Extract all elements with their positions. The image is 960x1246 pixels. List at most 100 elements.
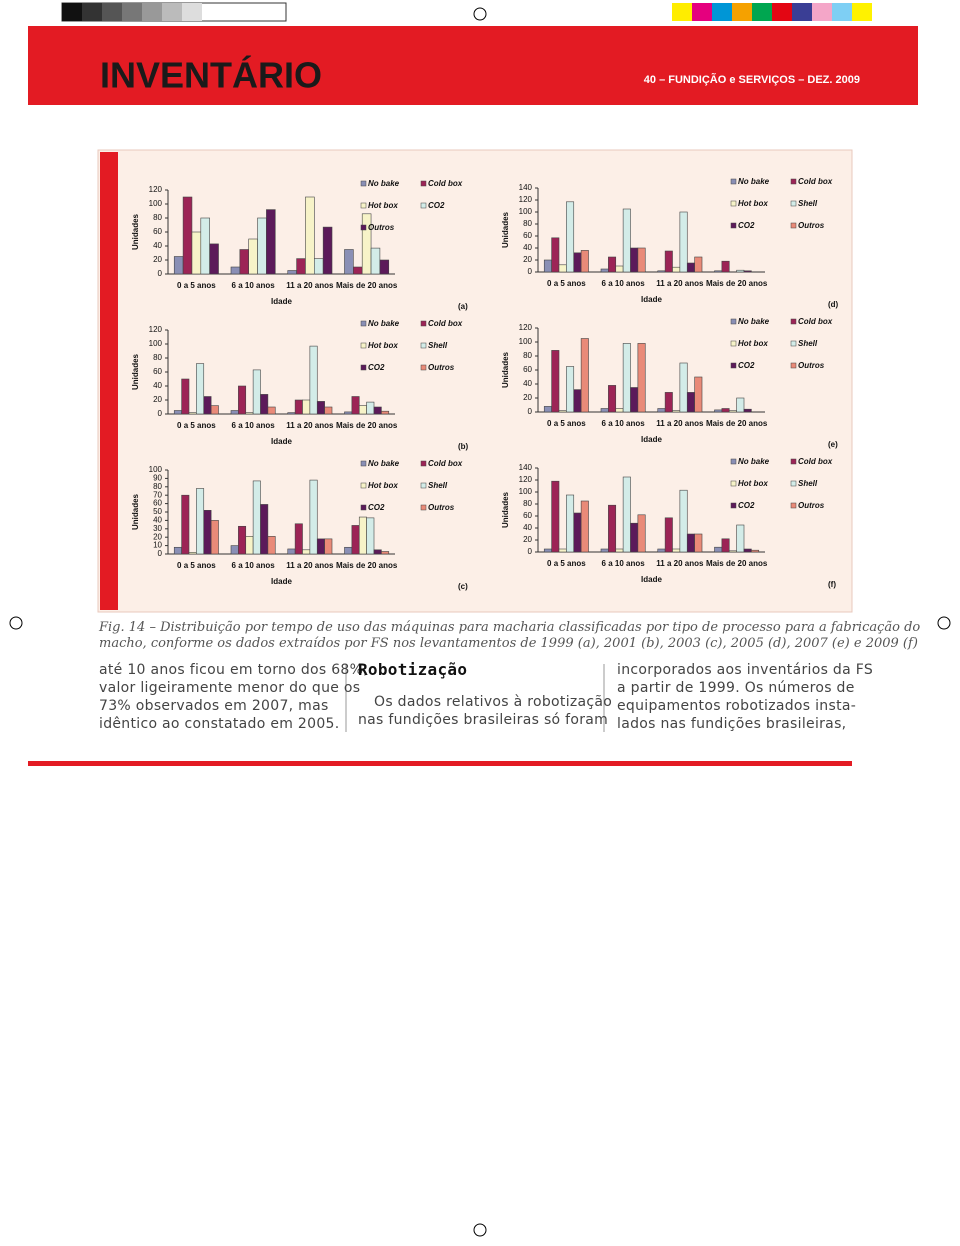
legend-label: No bake [738,177,770,186]
legend-swatch [790,458,797,465]
print-marks [9,2,951,1237]
y-tick-label: 60 [523,511,532,520]
section-title: INVENTÁRIO [100,55,322,96]
x-tick-label: 6 a 10 anos [232,561,276,570]
y-axis-label: Unidades [131,353,140,390]
bar [543,406,552,413]
y-axis-label: Unidades [131,213,140,250]
text-line: até 10 anos ficou em torno dos 68%, [99,662,368,678]
y-tick-label: 80 [523,351,532,360]
bar [566,366,575,413]
legend-label: No bake [738,457,770,466]
x-tick-label: 11 a 20 anos [286,281,334,290]
x-axis-label: Idade [641,295,662,304]
legend-swatch [420,364,427,371]
bar [608,256,617,273]
legend-label: Hot box [738,339,768,348]
legend-swatch [730,340,737,347]
caption-line: macho, conforme os dados extraídos por F… [99,636,918,651]
bar [600,548,609,553]
bar [679,362,688,413]
legend-swatch [730,200,737,207]
column: até 10 anos ficou em torno dos 68%, valo… [99,661,368,733]
y-tick-label: 40 [523,379,532,388]
legend-label: Hot box [368,341,398,350]
y-tick-label: 20 [523,255,532,264]
x-tick-label: 6 a 10 anos [232,421,276,430]
column: Robotização Os dados relativos à robotiz… [358,661,612,729]
bar [543,548,552,553]
bar [573,389,582,413]
bar [543,259,552,273]
bar [260,504,269,555]
legend-label: No bake [738,317,770,326]
text-line: equipamentos robotizados insta- [617,698,857,714]
header-band [28,26,918,105]
bar [287,412,296,415]
y-tick-label: 120 [519,323,533,332]
text-line: lados nas fundições brasileiras, [617,716,847,732]
bar [173,256,184,275]
legend-swatch [730,178,737,185]
bar [182,196,193,275]
text-line: idêntico ao constatado em 2005. [99,716,340,732]
bar [558,548,567,553]
legend-label: Shell [798,339,818,348]
bar [296,258,306,275]
bar [200,217,210,275]
bar [664,250,673,273]
legend-label: CO2 [368,363,385,372]
x-tick-label: 0 a 5 anos [547,559,586,568]
y-tick-label: 60 [153,499,162,508]
bar [608,504,617,553]
bar [657,408,666,413]
bar [721,260,730,273]
bar [344,411,353,415]
y-tick-label: 140 [519,183,533,192]
legend-swatch [420,202,427,209]
bar [573,252,582,273]
y-tick-label: 100 [149,199,163,208]
bar [600,268,609,273]
legend-swatch [360,504,367,511]
y-tick-label: 80 [153,482,162,491]
y-tick-label: 60 [523,231,532,240]
bar [694,376,703,413]
y-tick-label: 20 [153,532,162,541]
x-tick-label: 11 a 20 anos [286,561,334,570]
bar [679,211,688,273]
legend-swatch [790,480,797,487]
panel-label: (c) [458,582,468,591]
bar [245,536,254,555]
y-tick-label: 80 [523,499,532,508]
legend-swatch [730,458,737,465]
x-axis-label: Idade [641,435,662,444]
legend-label: CO2 [738,501,755,510]
bar [316,401,325,415]
y-tick-label: 20 [153,395,162,404]
x-tick-label: 0 a 5 anos [547,419,586,428]
y-tick-label: 80 [153,353,162,362]
bar [686,533,695,553]
caption-line: Fig. 14 – Distribuição por tempo de uso … [99,620,921,635]
bar [694,533,703,553]
x-tick-label: Mais de 20 anos [336,281,398,290]
legend-swatch [730,480,737,487]
legend-swatch [360,224,367,231]
legend-swatch [360,202,367,209]
bar [210,405,219,415]
bar [173,546,182,555]
bar [714,270,723,273]
legend-swatch [790,362,797,369]
legend-label: Outros [798,361,825,370]
bar [316,538,325,555]
bar [608,385,617,413]
bar [580,500,589,553]
bar [257,217,267,275]
bar [622,208,631,273]
x-axis-label: Idade [641,575,662,584]
bar [672,548,681,553]
bar [366,401,375,415]
